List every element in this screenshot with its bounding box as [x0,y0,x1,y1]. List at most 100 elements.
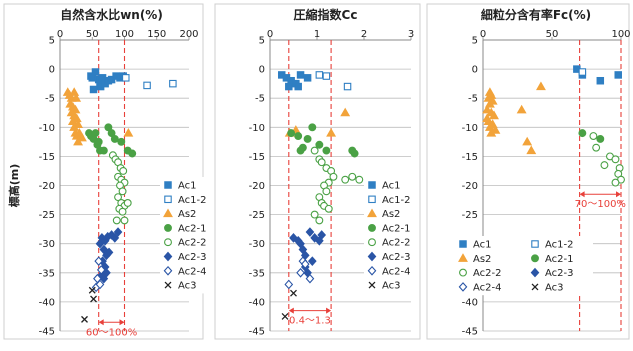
legend-label: Ac1 [473,240,492,251]
y-tick-label: -15 [249,152,265,163]
data-point [526,145,537,155]
data-point [484,98,495,108]
legend-item-ac3: Ac3 [164,281,197,292]
y-axis-label: 標高(m) [7,164,21,208]
data-point [310,146,319,155]
legend: Ac1 Ac1-2 As2 Ac2-1 Ac2-2 Ac2-3 Ac2-4 Ac3 [364,177,412,294]
data-point [310,233,319,243]
legend-item-ac2-1: Ac2-1 [368,223,411,234]
y-tick-label: -25 [249,210,265,221]
y-tick-label: -10 [39,123,55,134]
legend-marker [530,267,540,278]
legend-item-ac2-1: Ac2-1 [531,254,574,265]
legend-item-ac1-2: Ac1-2 [368,195,411,206]
legend-item-ac2-2: Ac2-2 [459,268,502,279]
legend-item-ac2-3: Ac2-3 [367,251,411,263]
data-point [88,286,96,294]
legend-marker [531,254,539,263]
legend-marker [368,281,376,289]
legend-marker [367,208,377,218]
legend: Ac1 Ac1-2 As2 Ac2-1 Ac2-2 Ac2-3 Ac2-4 Ac3 [455,236,593,296]
legend-label: As2 [473,254,491,265]
data-point [522,136,533,146]
chart-title: 圧縮指数Cc [294,7,358,22]
data-point [307,256,317,266]
data-point [483,93,494,102]
series-ac3 [81,286,97,323]
legend-item-ac3: Ac3 [368,281,401,292]
data-point [110,233,120,243]
data-point [107,129,116,138]
y-tick-label: -10 [249,123,265,134]
series-ac2-3 [95,227,123,284]
y-tick-label: 0 [49,65,55,76]
series-ac2-1 [578,129,605,143]
data-point [578,68,587,76]
arrowhead-right [616,191,621,198]
data-point [614,71,622,79]
legend-label: Ac2-2 [178,238,207,249]
data-point [516,104,527,114]
legend-label: Ac2-2 [473,268,502,279]
legend-marker [368,195,376,204]
arrowhead-right [326,307,332,314]
chart-title: 自然含水比wn(%) [60,7,163,22]
data-point [348,172,357,181]
legend-label: Ac3 [545,282,564,293]
y-tick-label: -30 [39,239,55,250]
y-tick-label: -20 [462,181,478,192]
arrowhead-right [119,319,125,326]
data-point [122,74,130,82]
x-tick-label: 3 [408,29,414,40]
legend-marker [164,238,172,247]
data-point [322,187,331,196]
data-point [308,123,317,132]
y-tick-label: 0 [259,65,265,76]
arrowhead-left [579,191,585,198]
data-point [322,72,331,80]
series-ac1-2 [315,71,352,91]
data-point [300,259,310,269]
data-point [294,132,303,140]
data-point [322,146,331,155]
legend-label: Ac2-4 [178,266,207,277]
data-point [112,216,121,225]
data-point [340,107,351,117]
data-point [317,230,327,240]
legend-marker [531,283,539,291]
data-point [482,104,493,114]
legend-label: Ac1-2 [545,240,574,251]
data-point [305,273,315,284]
data-point [315,216,324,225]
y-tick-label: -40 [249,297,265,308]
data-point [169,79,177,88]
y-tick-label: -20 [39,181,55,192]
x-tick-label: 2 [361,29,367,40]
annotation-label: 60～100% [86,327,137,338]
legend-marker [531,240,539,248]
data-point [118,207,127,216]
legend-marker [164,281,172,289]
data-point [596,76,605,85]
series-ac1 [277,71,312,91]
legend-label: Ac3 [178,281,197,292]
legend-marker [164,181,172,189]
data-point [104,247,114,258]
series-ac2-2 [108,151,132,225]
data-point [310,210,319,219]
y-tick-label: 5 [472,36,478,47]
data-point [305,227,315,237]
data-point [118,187,127,196]
data-point [89,85,98,94]
data-point [114,193,123,202]
data-point [296,267,305,278]
data-point [284,279,294,290]
data-point [341,175,350,184]
data-point [94,256,104,266]
series-ac2-1 [85,123,137,158]
legend-item-ac2-3: Ac2-3 [530,267,574,279]
series-ac2-4 [91,256,106,293]
legend-label: As2 [178,209,196,220]
chart-panel-1: 自然含水比wn(%)50-5-10-15-20-25-30-35-40-450 5… [3,3,208,340]
